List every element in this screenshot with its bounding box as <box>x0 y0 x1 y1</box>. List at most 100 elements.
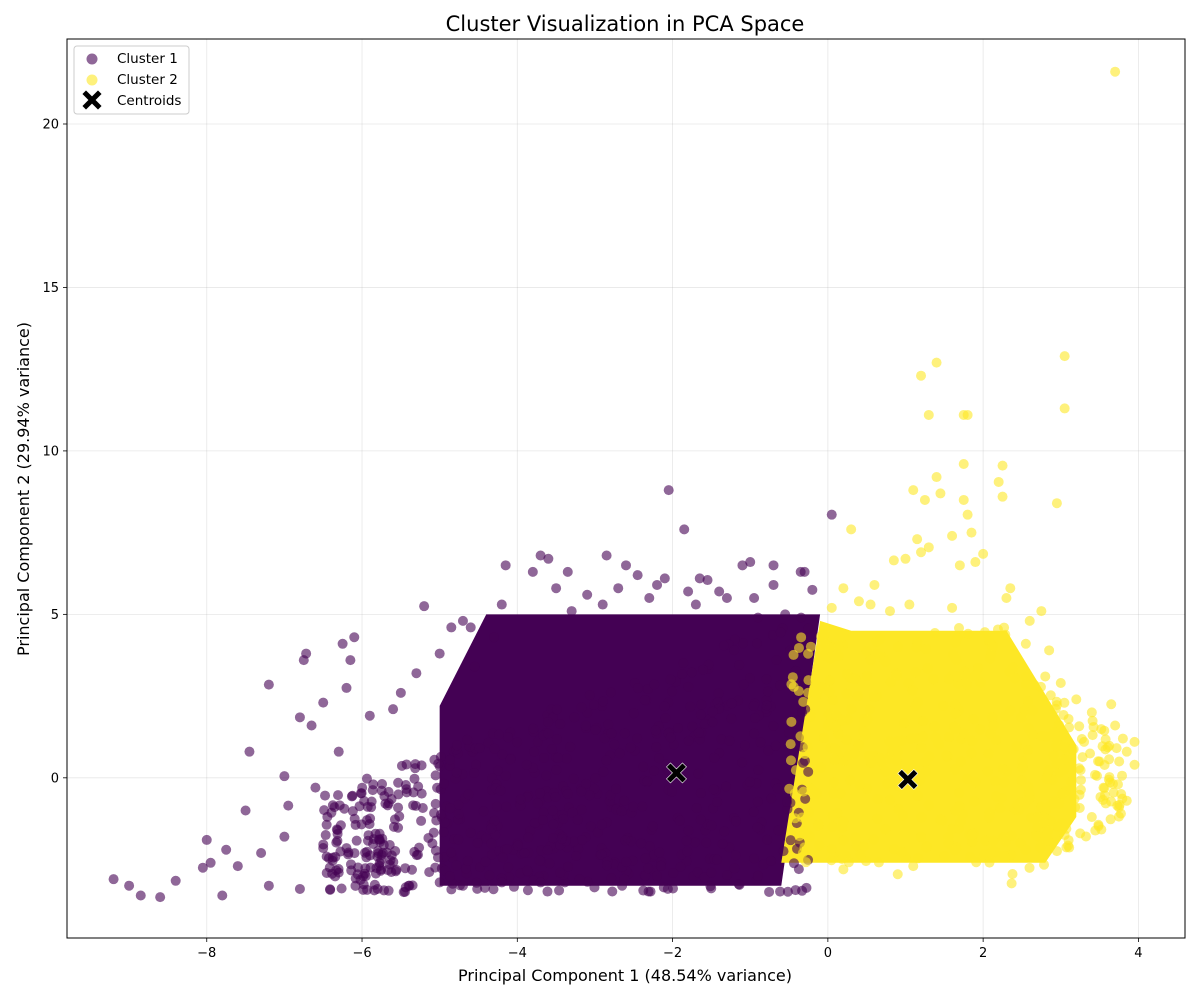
cluster-2-point <box>798 696 809 707</box>
cluster-1-point <box>719 826 730 837</box>
cluster-1-point <box>605 687 616 698</box>
cluster-1-point <box>744 776 755 787</box>
cluster-1-point <box>655 860 666 871</box>
cluster-2-point <box>1006 878 1017 889</box>
cluster-1-point <box>687 721 698 732</box>
cluster-1-point <box>471 759 482 770</box>
cluster-1-point <box>170 875 181 886</box>
cluster-2-point <box>970 557 981 568</box>
cluster-2-point <box>947 530 958 541</box>
cluster-2-point <box>919 494 930 505</box>
cluster-1-point <box>201 834 212 845</box>
cluster-1-point <box>411 668 422 679</box>
cluster-1-point <box>694 573 705 584</box>
cluster-2-point <box>789 788 800 799</box>
cluster-1-point <box>643 886 654 897</box>
cluster-1-point <box>424 867 435 878</box>
cluster-2-point <box>899 718 910 729</box>
cluster-1-point <box>368 779 379 790</box>
cluster-2-point <box>1102 742 1113 753</box>
cluster-2-point <box>984 857 995 868</box>
cluster-2-point <box>830 743 841 754</box>
cluster-1-point <box>625 742 636 753</box>
cluster-1-point <box>522 865 533 876</box>
cluster-2-point <box>916 547 927 558</box>
y-axis-label: Principal Component 2 (29.94% variance) <box>14 322 33 656</box>
cluster-2-point <box>1071 694 1082 705</box>
cluster-2-point <box>880 656 891 667</box>
cluster-1-point <box>699 719 710 730</box>
cluster-1-point <box>761 700 772 711</box>
cluster-1-point <box>677 669 688 680</box>
cluster-1-point <box>124 880 135 891</box>
cluster-1-point <box>552 752 563 763</box>
cluster-1-point <box>529 746 540 757</box>
cluster-2-point <box>1020 844 1031 855</box>
cluster-2-point <box>993 476 1004 487</box>
cluster-1-point <box>279 771 290 782</box>
cluster-1-point <box>768 560 779 571</box>
cluster-1-point <box>551 704 562 715</box>
cluster-2-point <box>797 847 808 858</box>
cluster-1-point <box>745 557 756 568</box>
cluster-2-point <box>796 632 807 643</box>
cluster-2-point <box>923 409 934 420</box>
cluster-2-point <box>885 794 896 805</box>
cluster-2-point <box>930 732 941 743</box>
cluster-2-point <box>954 801 965 812</box>
cluster-1-point <box>431 815 442 826</box>
cluster-2-point <box>1094 756 1105 767</box>
cluster-1-point <box>394 811 405 822</box>
cluster-1-point <box>503 862 514 873</box>
cluster-1-point <box>721 593 732 604</box>
cluster-1-point <box>411 850 422 861</box>
cluster-1-point <box>388 821 399 832</box>
cluster-1-point <box>709 752 720 763</box>
cluster-1-point <box>364 710 375 721</box>
cluster-1-point <box>388 856 399 867</box>
cluster-1-point <box>665 732 676 743</box>
cluster-2-point <box>1036 731 1047 742</box>
cluster-1-point <box>675 861 686 872</box>
cluster-2-point <box>1057 788 1068 799</box>
cluster-1-point <box>341 682 352 693</box>
cluster-1-point <box>775 886 786 897</box>
cluster-2-point <box>984 807 995 818</box>
cluster-1-point <box>707 706 718 717</box>
cluster-1-point <box>606 873 617 884</box>
cluster-1-point <box>444 871 455 882</box>
cluster-1-point <box>803 623 814 634</box>
cluster-1-point <box>559 877 570 888</box>
cluster-1-point <box>562 788 573 799</box>
cluster-1-point <box>528 723 539 734</box>
cluster-1-point <box>434 877 445 888</box>
cluster-2-point <box>904 599 915 610</box>
cluster-1-point <box>752 822 763 833</box>
cluster-1-point <box>632 733 643 744</box>
cluster-2-point <box>954 787 965 798</box>
cluster-1-point <box>748 700 759 711</box>
cluster-1-point <box>279 831 290 842</box>
cluster-2-point <box>891 670 902 681</box>
cluster-2-point <box>979 627 990 638</box>
x-tick-label: −8 <box>197 946 216 961</box>
cluster-1-point <box>451 767 462 778</box>
cluster-2-point <box>1110 720 1121 731</box>
cluster-2-point <box>872 793 883 804</box>
cluster-2-point <box>987 641 998 652</box>
cluster-2-point <box>1067 744 1078 755</box>
cluster-2-point <box>785 739 796 750</box>
cluster-1-point <box>682 846 693 857</box>
cluster-1-point <box>519 847 530 858</box>
cluster-1-point <box>753 764 764 775</box>
data-points <box>108 66 1140 903</box>
y-tick-label: 5 <box>51 608 59 623</box>
cluster-1-point <box>542 886 553 897</box>
cluster-1-point <box>683 681 694 692</box>
cluster-2-point <box>950 637 961 648</box>
cluster-2-point <box>788 649 799 660</box>
cluster-1-point <box>244 746 255 757</box>
cluster-2-point <box>969 796 980 807</box>
cluster-1-point <box>621 560 631 571</box>
cluster-2-point <box>826 602 837 613</box>
